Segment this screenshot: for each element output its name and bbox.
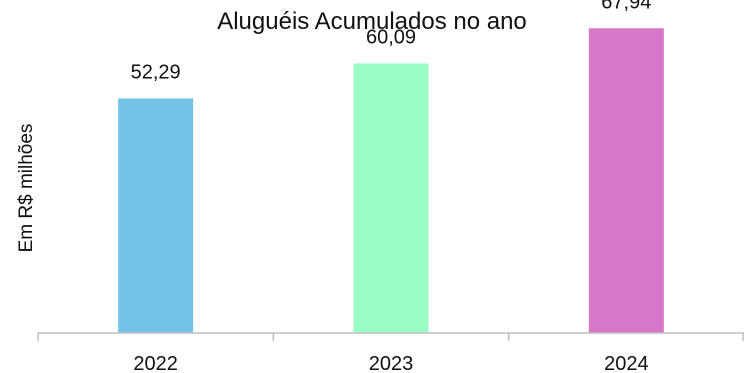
y-axis-label: Em R$ milhões: [16, 124, 37, 253]
bar-2023: [353, 63, 429, 333]
bars-group: [118, 28, 664, 334]
bar-2024: [588, 28, 664, 334]
chart-title: Aluguéis Acumulados no ano: [217, 8, 527, 35]
data-label-2023: 60,09: [366, 26, 416, 48]
x-axis-ticks: [37, 333, 744, 341]
data-label-2024: 67,94: [601, 0, 651, 13]
x-tick-label-2022: 2022: [133, 353, 178, 373]
x-axis-tick-labels: 2022 2023 2024: [133, 353, 648, 373]
bar-2022: [118, 98, 194, 333]
data-label-2022: 52,29: [131, 61, 181, 83]
data-labels-group: 52,29 60,09 67,94: [131, 0, 652, 83]
x-tick-label-2023: 2023: [369, 353, 414, 373]
x-tick-label-2024: 2024: [604, 353, 649, 373]
